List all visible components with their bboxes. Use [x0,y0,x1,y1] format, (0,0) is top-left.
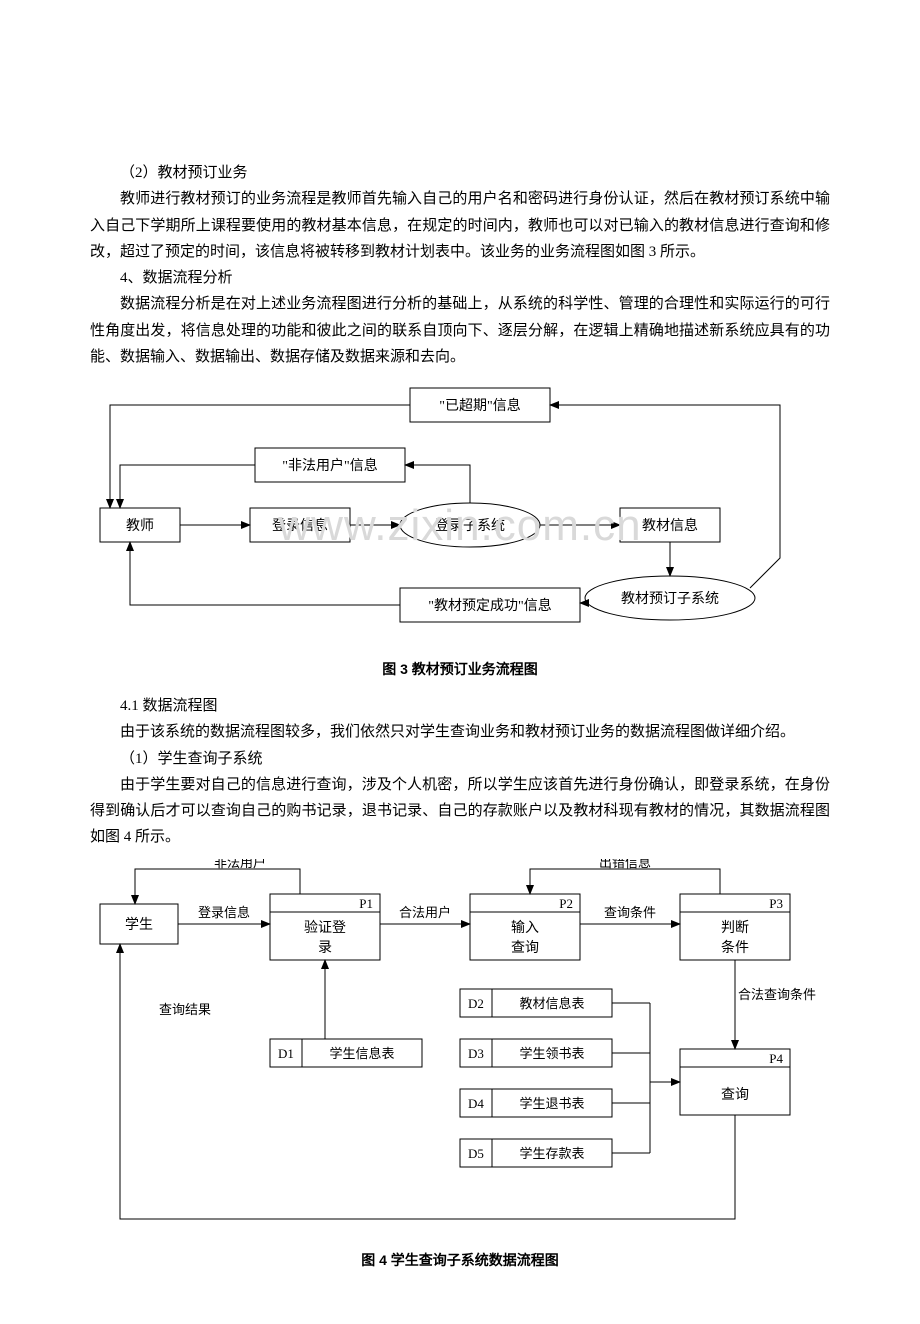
svg-text:P1: P1 [359,896,373,911]
svg-text:教材预订子系统: 教材预订子系统 [621,591,719,607]
paragraph: 由于学生要对自己的信息进行查询，涉及个人机密，所以学生应该首先进行身份确认，即登… [90,772,830,851]
heading-41: 4.1 数据流程图 [90,693,830,719]
svg-text:录: 录 [318,940,332,956]
svg-text:学生存款表: 学生存款表 [519,1146,584,1161]
svg-text:登录信息: 登录信息 [198,905,250,920]
svg-text:D3: D3 [468,1046,484,1061]
svg-text:D1: D1 [278,1046,294,1061]
dfd-svg: 学生 P1 验证登 录 P2 输入 查询 P3 [90,859,830,1239]
svg-text:合法查询条件: 合法查询条件 [738,987,816,1002]
svg-text:D4: D4 [468,1096,484,1111]
figure-4: 学生 P1 验证登 录 P2 输入 查询 P3 [90,859,830,1244]
svg-text:P3: P3 [769,896,783,911]
flowchart-svg: 教师 登录信息 登录子系统 教材信息 教材预订子系统 "已超期"信息 "非法用户… [90,378,830,648]
svg-text:教材信息表: 教材信息表 [519,996,584,1011]
svg-text:输入: 输入 [511,920,539,936]
svg-text:教材信息: 教材信息 [642,517,698,534]
svg-text:查询结果: 查询结果 [159,1002,211,1017]
paragraph: 数据流程分析是在对上述业务流程图进行分析的基础上，从系统的科学性、管理的合理性和… [90,291,830,370]
svg-text:验证登: 验证登 [304,920,346,936]
svg-text:P2: P2 [559,896,573,911]
svg-text:D2: D2 [468,996,484,1011]
svg-text:学生退书表: 学生退书表 [519,1096,584,1111]
svg-text:条件: 条件 [721,939,749,956]
svg-text:查询条件: 查询条件 [604,905,656,920]
heading-2: （2）教材预订业务 [90,160,830,186]
svg-text:学生领书表: 学生领书表 [519,1046,584,1061]
svg-text:判断: 判断 [721,920,749,936]
figure-3-caption: 图 3 教材预订业务流程图 [90,659,830,679]
figure-4-caption: 图 4 学生查询子系统数据流程图 [90,1250,830,1270]
svg-text:出错信息: 出错信息 [599,859,651,870]
paragraph: 教师进行教材预订的业务流程是教师首先输入自己的用户名和密码进行身份认证，然后在教… [90,186,830,265]
figure-3: www.zixin.com.cn 教师 登录信息 登录子系统 教材信息 教材预订… [90,378,830,653]
svg-text:非法用户: 非法用户 [214,859,266,870]
svg-text:P4: P4 [769,1051,783,1066]
paragraph: 由于该系统的数据流程图较多，我们依然只对学生查询业务和教材预订业务的数据流程图做… [90,719,830,745]
svg-text:查询: 查询 [721,1087,749,1103]
svg-text:查询: 查询 [511,940,539,956]
heading-4: 4、数据流程分析 [90,265,830,291]
heading-sub: （1）学生查询子系统 [90,746,830,772]
svg-text:学生信息表: 学生信息表 [329,1046,394,1061]
svg-text:教师: 教师 [126,518,154,534]
svg-text:"教材预定成功"信息: "教材预定成功"信息 [428,597,551,614]
svg-text:学生: 学生 [125,917,153,933]
svg-text:登录子系统: 登录子系统 [435,518,505,534]
svg-text:合法用户: 合法用户 [399,905,451,920]
svg-text:"已超期"信息: "已超期"信息 [439,397,520,414]
svg-text:D5: D5 [468,1146,484,1161]
svg-text:登录信息: 登录信息 [272,517,328,534]
svg-text:"非法用户"信息: "非法用户"信息 [282,457,377,474]
